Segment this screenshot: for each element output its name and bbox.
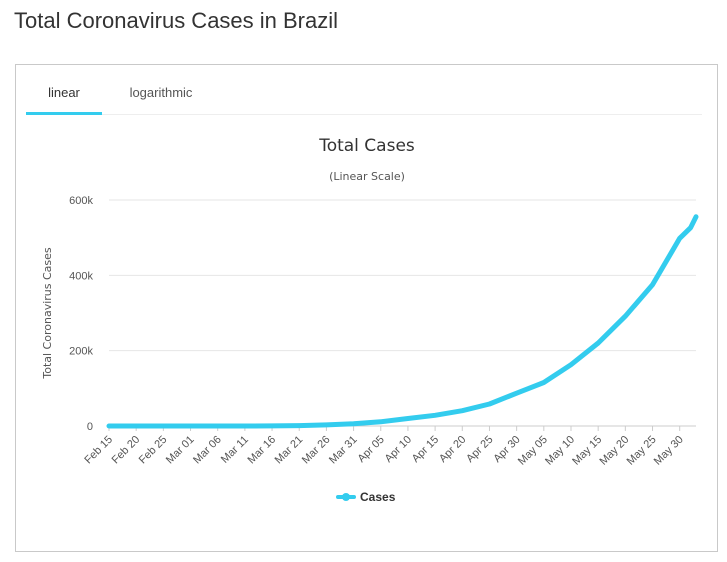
chart-title: Total Cases [318, 136, 415, 156]
x-tick-label: Apr 15 [410, 434, 441, 465]
y-axis-ticks: 0 200k 400k 600k [69, 195, 93, 433]
chart-subtitle: (Linear Scale) [329, 170, 405, 183]
x-tick-label: Mar 06 [191, 434, 224, 467]
x-tick-label: May 20 [597, 434, 631, 468]
x-tick-label: Feb 25 [137, 434, 170, 467]
x-tick-label: Apr 25 [464, 434, 495, 465]
x-tick-label: Apr 05 [355, 434, 386, 465]
scale-tabs: linear logarithmic [26, 79, 702, 115]
tab-logarithmic[interactable]: logarithmic [129, 85, 193, 100]
y-axis-title: Total Coronavirus Cases [41, 247, 54, 380]
x-tick-label: May 15 [570, 434, 604, 468]
y-tick-label: 200k [69, 346, 93, 358]
series-line-cases[interactable] [106, 214, 699, 429]
x-tick-label: Mar 26 [300, 434, 333, 467]
x-tick-label: Feb 15 [82, 434, 115, 467]
legend-label-cases: Cases [360, 490, 396, 504]
x-tick-label: Mar 31 [327, 434, 360, 467]
x-tick-label: Apr 20 [437, 434, 468, 465]
x-tick-label: Mar 11 [219, 434, 251, 466]
gridlines [109, 199, 696, 427]
line-chart: Total Cases (Linear Scale) 0 200k 400k 600k… [41, 136, 699, 504]
y-tick-label: 600k [69, 195, 93, 207]
x-tick-label: May 25 [625, 434, 659, 468]
series-group [106, 214, 699, 429]
x-tick-label: May 10 [543, 434, 577, 468]
chart-panel: linear logarithmic Total Cases (Linear S… [15, 64, 718, 552]
y-tick-label: 0 [87, 421, 93, 433]
x-tick-label: Mar 01 [164, 434, 197, 467]
page-title: Total Coronavirus Cases in Brazil [14, 8, 339, 33]
x-tick-label: Mar 16 [245, 434, 278, 467]
x-tick-label: May 05 [516, 434, 550, 468]
x-tick-label: Feb 20 [110, 434, 143, 467]
legend[interactable]: Cases [336, 490, 396, 504]
x-tick-label: May 30 [652, 434, 686, 468]
legend-swatch-marker [342, 493, 350, 501]
x-tick-label: Mar 21 [273, 434, 306, 467]
y-tick-label: 400k [69, 270, 93, 282]
x-tick-label: Apr 10 [383, 434, 414, 465]
tab-linear[interactable]: linear [26, 79, 102, 115]
